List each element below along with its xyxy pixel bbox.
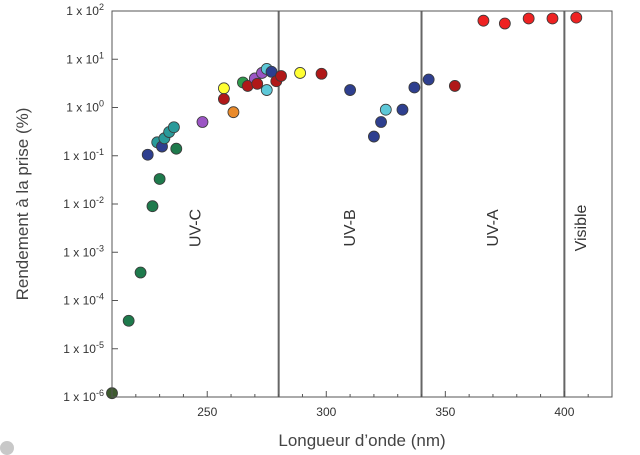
y-tick-label: 1 x 101 — [66, 50, 104, 66]
x-axis-title: Longueur d’onde (nm) — [278, 431, 445, 450]
data-point — [315, 67, 328, 80]
region-label: Visible — [573, 204, 590, 251]
region-labels: UV-C UV-B UV-A Visible — [187, 204, 590, 251]
data-point — [153, 173, 166, 185]
data-point — [379, 103, 392, 116]
x-tick-label: 400 — [554, 405, 574, 419]
region-label: UV-C — [187, 209, 204, 247]
y-tick-label: 1 x 10-1 — [63, 147, 104, 163]
data-point — [170, 142, 183, 155]
data-point — [122, 314, 135, 327]
data-point — [396, 103, 409, 116]
data-point — [218, 82, 230, 95]
data-point — [344, 84, 356, 96]
y-tick-label: 1 x 100 — [66, 99, 104, 115]
data-point — [546, 12, 559, 25]
data-point — [368, 130, 380, 143]
data-point — [448, 80, 461, 92]
region-label: UV-A — [485, 209, 502, 247]
data-point — [196, 116, 209, 128]
data-point — [522, 12, 535, 25]
y-tick-label: 1 x 10-5 — [63, 340, 104, 356]
y-tick-label: 1 x 102 — [66, 2, 104, 18]
data-point — [477, 14, 490, 27]
y-tick-label: 1 x 10-4 — [63, 292, 104, 308]
data-point — [134, 266, 147, 279]
data-point — [141, 148, 154, 161]
data-point — [227, 106, 240, 119]
x-axis-ticks: 250 300 350 400 — [135, 391, 589, 419]
data-points — [106, 11, 583, 400]
data-point — [251, 77, 264, 90]
x-tick-label: 350 — [435, 405, 455, 419]
data-point — [570, 11, 583, 24]
data-point — [375, 116, 387, 128]
corner-badge — [0, 441, 14, 455]
data-point — [498, 17, 511, 30]
y-tick-label: 1 x 10-6 — [63, 388, 104, 404]
data-point — [294, 67, 306, 79]
data-point — [275, 70, 287, 82]
region-label: UV-B — [342, 209, 359, 246]
plot-frame — [111, 10, 613, 398]
y-axis-ticks: 1 x 10-6 1 x 10-5 1 x 10-4 1 x 10-3 1 x 10-2… — [63, 2, 118, 404]
data-point — [408, 81, 421, 94]
data-point — [422, 73, 435, 86]
data-point — [168, 121, 180, 134]
x-tick-label: 250 — [197, 405, 217, 419]
data-point — [218, 93, 230, 105]
y-tick-label: 1 x 10-2 — [63, 195, 104, 211]
y-axis-title: Rendement à la prise (%) — [13, 108, 32, 301]
data-point — [146, 200, 159, 213]
y-tick-label: 1 x 10-3 — [63, 243, 104, 259]
x-tick-label: 300 — [316, 405, 336, 419]
data-point — [260, 84, 273, 96]
